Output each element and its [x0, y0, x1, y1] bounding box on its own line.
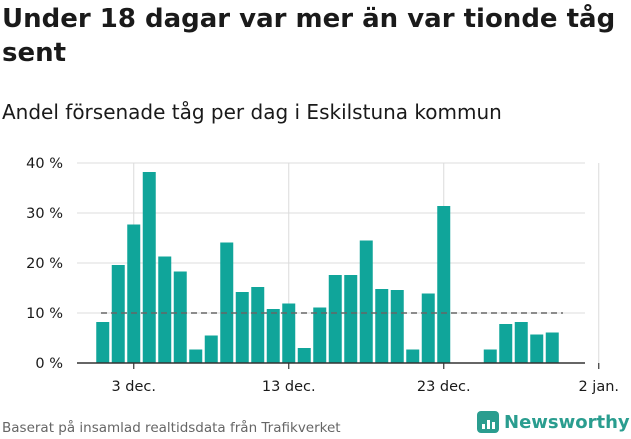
bar	[499, 324, 513, 363]
bar	[142, 172, 156, 363]
source-note: Baserat på insamlad realtidsdata från Tr…	[2, 420, 341, 436]
bar	[328, 275, 342, 363]
bar	[235, 292, 249, 363]
bar	[359, 240, 373, 363]
newsworthy-logo-icon	[477, 411, 499, 433]
bar	[282, 303, 296, 363]
chart-title: Under 18 dagar var mer än var tionde tåg…	[2, 4, 616, 68]
bar	[220, 242, 234, 363]
bar	[530, 334, 544, 363]
x-tick-label: 23 dec.	[417, 379, 471, 395]
x-tick-label: 13 dec.	[262, 379, 316, 395]
bar	[158, 256, 172, 363]
bars	[96, 172, 559, 363]
bar	[390, 290, 404, 363]
bar	[375, 289, 389, 363]
bar	[406, 349, 420, 363]
chart-subtitle: Andel försenade tåg per dag i Eskilstuna…	[2, 100, 502, 124]
brand-name: Newsworthy	[504, 411, 630, 433]
bar	[421, 293, 435, 363]
bar	[483, 349, 497, 363]
y-tick-label: 10 %	[26, 306, 63, 322]
bar	[545, 332, 559, 363]
bar	[204, 335, 218, 363]
bar	[297, 348, 311, 363]
bar	[173, 271, 187, 363]
bar	[437, 206, 451, 363]
axes: 0 % 10 % 20 % 30 % 40 % 3 dec. 13 dec. 23 dec. 2…	[26, 156, 619, 395]
x-tick-label: 3 dec.	[111, 379, 156, 395]
bar	[96, 322, 110, 363]
y-tick-label: 40 %	[26, 156, 63, 172]
bar	[251, 287, 265, 363]
bar	[189, 349, 203, 363]
y-tick-label: 20 %	[26, 256, 63, 272]
bar	[514, 322, 528, 363]
bar	[313, 307, 327, 363]
brand[interactable]: Newsworthy	[477, 409, 630, 435]
y-tick-label: 0 %	[35, 356, 63, 372]
x-tick-label: 2 jan.	[578, 379, 619, 395]
y-tick-label: 30 %	[26, 206, 63, 222]
bar	[266, 309, 280, 363]
bar	[344, 275, 358, 363]
bar-chart: 0 % 10 % 20 % 30 % 40 % 3 dec. 13 dec. 23 dec. 2…	[26, 156, 619, 395]
bar	[111, 265, 125, 363]
bar	[127, 224, 141, 363]
